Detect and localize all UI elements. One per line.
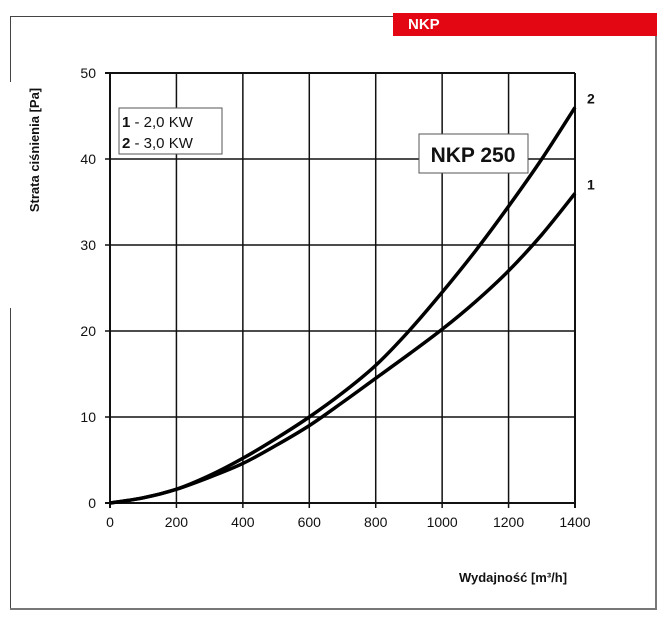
frame-left-border bbox=[10, 308, 11, 609]
series-1-curve bbox=[109, 192, 577, 505]
legend-entry-1: 1 - 2,0 KW bbox=[122, 114, 194, 131]
frame-bottom-border bbox=[10, 608, 657, 610]
y-tick-label: 20 bbox=[80, 323, 96, 339]
x-tick-label: 0 bbox=[106, 514, 114, 530]
x-tick-label: 1200 bbox=[493, 514, 524, 530]
y-tick-label: 30 bbox=[80, 237, 96, 253]
series-1-label: 1 bbox=[587, 176, 595, 192]
series-2-curve bbox=[109, 106, 577, 505]
x-tick-label: 1400 bbox=[559, 514, 590, 530]
x-axis-label: Wydajność [m³/h] bbox=[459, 570, 567, 585]
y-tick-label: 40 bbox=[80, 151, 96, 167]
x-tick-label: 400 bbox=[231, 514, 255, 530]
y-axis-label: Strata ciśnienia [Pa] bbox=[27, 88, 42, 212]
legend-box bbox=[118, 107, 223, 155]
x-tick-label: 1000 bbox=[427, 514, 458, 530]
chart-title: NKP 250 bbox=[431, 144, 516, 167]
product-badge: NKP bbox=[393, 13, 657, 36]
title-box bbox=[418, 133, 529, 174]
legend-entry-2: 2 - 3,0 KW bbox=[122, 135, 194, 152]
frame-top-border bbox=[10, 16, 657, 17]
y-tick-label: 50 bbox=[80, 65, 96, 81]
frame-right-border bbox=[655, 16, 657, 610]
x-tick-label: 800 bbox=[364, 514, 388, 530]
x-tick-label: 200 bbox=[165, 514, 189, 530]
frame-left-border bbox=[10, 16, 11, 82]
series-2-label: 2 bbox=[587, 90, 595, 106]
y-tick-label: 10 bbox=[80, 409, 96, 425]
y-tick-label: 0 bbox=[88, 495, 96, 511]
x-tick-label: 600 bbox=[298, 514, 322, 530]
